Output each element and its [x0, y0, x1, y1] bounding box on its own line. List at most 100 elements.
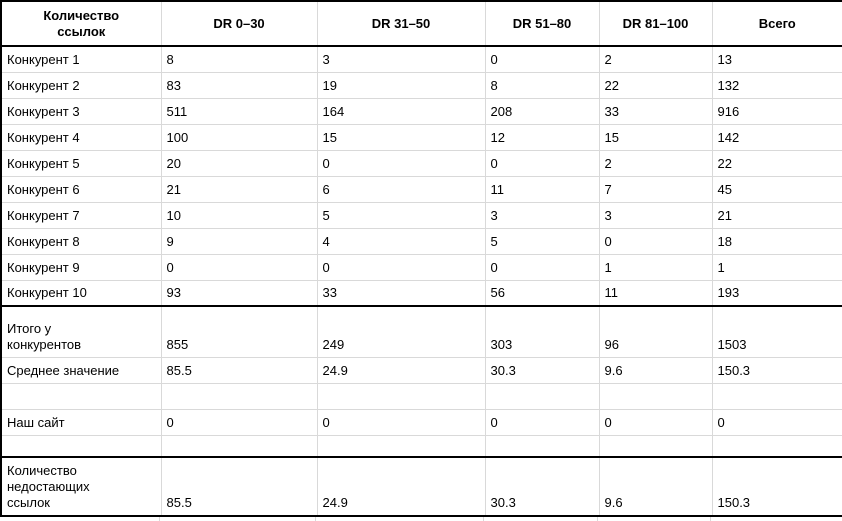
cell-value: 30.3 [484, 456, 600, 517]
cell-value: 1 [598, 253, 713, 281]
table-row-competitors-total: Итого у конкурентов 855 249 303 96 1503 [0, 305, 842, 358]
cell-value: 3 [316, 45, 486, 73]
cell-value: 33 [598, 97, 713, 125]
table-row-average: Среднее значение 85.5 24.9 30.3 9.6 150.… [0, 356, 842, 384]
cell-value: 0 [316, 149, 486, 177]
cell-value: 9.6 [598, 356, 713, 384]
empty-cell [598, 434, 713, 458]
header-dr-51-80: DR 51–80 [484, 0, 600, 47]
cell-value: 0 [484, 253, 600, 281]
row-label: Итого у конкурентов [0, 305, 162, 358]
table-row-competitor-10: Конкурент 10 93 33 56 11 193 [0, 279, 842, 307]
table-row-competitor-7: Конкурент 7 10 5 3 3 21 [0, 201, 842, 229]
header-dr-31-50: DR 31–50 [316, 0, 486, 47]
cell-value: 33 [316, 279, 486, 307]
row-label: Конкурент 9 [0, 253, 162, 281]
cell-value: 9 [160, 227, 318, 255]
cell-value: 0 [316, 253, 486, 281]
cell-value: 30.3 [484, 356, 600, 384]
partial-cell [711, 517, 842, 521]
cell-value: 22 [711, 149, 842, 177]
table-row-competitor-4: Конкурент 4 100 15 12 15 142 [0, 123, 842, 151]
cell-value: 1503 [711, 305, 842, 358]
cell-value: 4 [316, 227, 486, 255]
cell-value: 132 [711, 71, 842, 99]
empty-cell [160, 382, 318, 410]
row-label: Конкурент 1 [0, 45, 162, 73]
empty-cell [484, 382, 600, 410]
empty-cell [160, 434, 318, 458]
cell-value: 15 [316, 123, 486, 151]
cell-value: 24.9 [316, 356, 486, 384]
cell-value: 249 [316, 305, 486, 358]
partial-cell [316, 517, 484, 521]
cell-value: 21 [711, 201, 842, 229]
cell-value: 10 [160, 201, 318, 229]
cell-value: 45 [711, 175, 842, 203]
cell-value: 0 [711, 408, 842, 436]
cell-value: 5 [484, 227, 600, 255]
cell-value: 0 [484, 45, 600, 73]
table-row-empty [0, 434, 842, 458]
row-label: Конкурент 3 [0, 97, 162, 125]
cell-value: 11 [598, 279, 713, 307]
cell-value: 83 [160, 71, 318, 99]
cell-value: 85.5 [160, 456, 318, 517]
cell-value: 142 [711, 123, 842, 151]
cell-value: 85.5 [160, 356, 318, 384]
table-row-our-site: Наш сайт 0 0 0 0 0 [0, 408, 842, 436]
cell-value: 8 [160, 45, 318, 73]
cell-value: 24.9 [316, 456, 486, 517]
cell-value: 208 [484, 97, 600, 125]
empty-cell [0, 382, 162, 410]
cell-value: 0 [598, 408, 713, 436]
cell-value: 20 [160, 149, 318, 177]
cell-value: 3 [484, 201, 600, 229]
cell-value: 13 [711, 45, 842, 73]
cell-value: 11 [484, 175, 600, 203]
cell-value: 303 [484, 305, 600, 358]
cell-value: 2 [598, 45, 713, 73]
cell-value: 193 [711, 279, 842, 307]
table-row-competitor-2: Конкурент 2 83 19 8 22 132 [0, 71, 842, 99]
header-dr-0-30: DR 0–30 [160, 0, 318, 47]
cell-value: 2 [598, 149, 713, 177]
table-row-competitor-5: Конкурент 5 20 0 0 2 22 [0, 149, 842, 177]
cell-value: 150.3 [711, 456, 842, 517]
cell-value: 164 [316, 97, 486, 125]
partial-cell [484, 517, 598, 521]
row-label: Конкурент 10 [0, 279, 162, 307]
table-row-competitor-1: Конкурент 1 8 3 0 2 13 [0, 45, 842, 73]
table-row-empty [0, 382, 842, 410]
cell-value: 9.6 [598, 456, 713, 517]
cell-value: 1 [711, 253, 842, 281]
cell-value: 855 [160, 305, 318, 358]
table-row-competitor-8: Конкурент 8 9 4 5 0 18 [0, 227, 842, 255]
cell-value: 0 [484, 149, 600, 177]
cell-value: 6 [316, 175, 486, 203]
cell-value: 511 [160, 97, 318, 125]
empty-cell [316, 434, 486, 458]
partial-cell [598, 517, 711, 521]
empty-cell [0, 434, 162, 458]
cell-value: 3 [598, 201, 713, 229]
cell-value: 56 [484, 279, 600, 307]
cell-value: 0 [160, 408, 318, 436]
cell-value: 8 [484, 71, 600, 99]
cell-value: 18 [711, 227, 842, 255]
row-label: Конкурент 8 [0, 227, 162, 255]
cell-value: 93 [160, 279, 318, 307]
partial-cell [160, 517, 316, 521]
header-total: Всего [711, 0, 842, 47]
row-label: Конкурент 7 [0, 201, 162, 229]
table-row-missing-links: Количество недостающих ссылок 85.5 24.9 … [0, 456, 842, 517]
table-row-competitor-3: Конкурент 3 511 164 208 33 916 [0, 97, 842, 125]
empty-cell [711, 434, 842, 458]
cell-value: 15 [598, 123, 713, 151]
header-row: Количество ссылок DR 0–30 DR 31–50 DR 51… [0, 0, 842, 47]
cell-value: 22 [598, 71, 713, 99]
table-row-competitor-6: Конкурент 6 21 6 11 7 45 [0, 175, 842, 203]
cell-value: 7 [598, 175, 713, 203]
cell-value: 0 [598, 227, 713, 255]
